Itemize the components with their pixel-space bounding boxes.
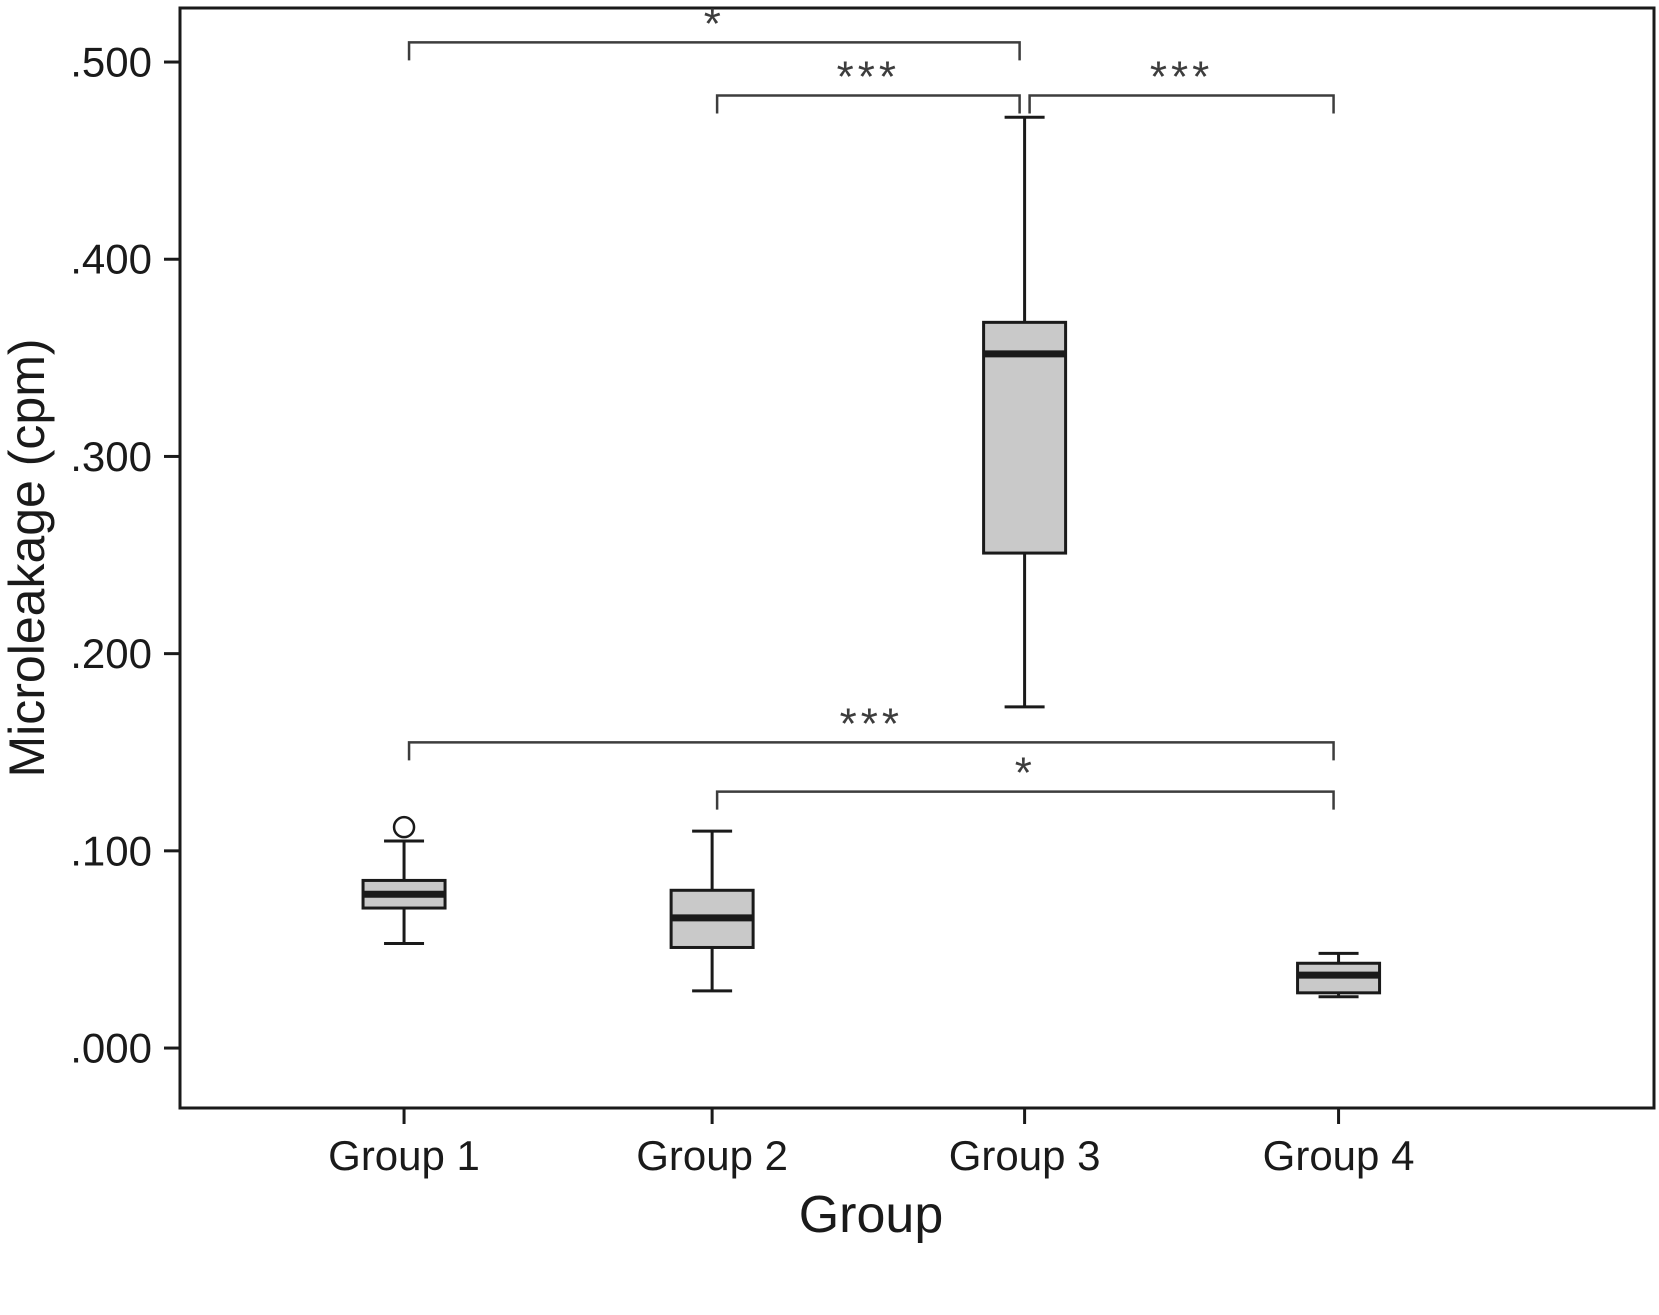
significance-label: *** [1150, 53, 1213, 102]
box-group-2 [669, 829, 755, 993]
bracket-line [407, 741, 1335, 761]
x-category-label: Group 1 [328, 1132, 480, 1179]
y-tick-label: .200 [70, 630, 152, 677]
bracket-line [407, 41, 1021, 61]
y-tick-label: .400 [70, 236, 152, 283]
sig-bracket-3-4: *** [1028, 53, 1335, 114]
x-category-label: Group 3 [949, 1132, 1101, 1179]
box-group-1 [361, 815, 447, 946]
y-axis-title: Microleakage (cpm) [0, 338, 55, 777]
y-axis: .000 .100 .200 .300 .400 .500 [70, 39, 180, 1072]
x-category-label: Group 4 [1263, 1132, 1415, 1179]
significance-label: *** [840, 699, 903, 748]
sig-bracket-2-3: *** [715, 53, 1021, 114]
y-tick-label: .300 [70, 433, 152, 480]
y-tick-label: .000 [70, 1025, 152, 1072]
y-tick-label: .100 [70, 827, 152, 874]
significance-label: *** [837, 53, 900, 102]
plot-area [178, 6, 1656, 1110]
x-axis: Group 1 Group 2 Group 3 Group 4 [328, 1108, 1414, 1179]
bracket-line [715, 94, 1021, 114]
bracket-line [1028, 94, 1335, 114]
box-group-4 [1296, 951, 1382, 999]
significance-label: * [704, 0, 725, 48]
box-series [361, 115, 1382, 999]
significance-brackets: **** ******* [407, 0, 1335, 810]
bracket-line [715, 790, 1335, 810]
y-tick-label: .500 [70, 39, 152, 86]
x-axis-title: Group [799, 1186, 944, 1244]
sig-bracket-2-4: * [715, 749, 1335, 810]
iqr-box [982, 320, 1068, 555]
significance-label: * [1015, 749, 1036, 798]
sig-bracket-1-4: *** [407, 699, 1335, 761]
outlier-point [392, 815, 416, 839]
box-group-3 [982, 115, 1068, 709]
sig-bracket-1-3: * [407, 0, 1021, 61]
x-category-label: Group 2 [636, 1132, 788, 1179]
